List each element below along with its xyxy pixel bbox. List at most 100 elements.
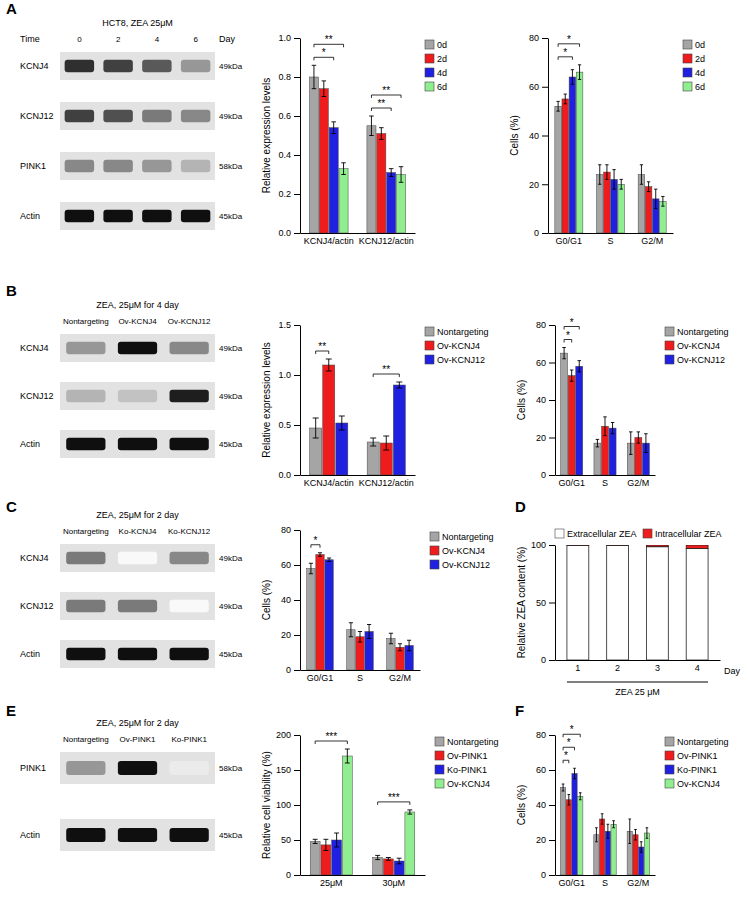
y-tick-mark <box>294 840 300 841</box>
y-axis-line <box>300 736 301 876</box>
bar <box>578 796 583 875</box>
y-tick-mark <box>294 375 300 376</box>
error-bar <box>396 382 402 388</box>
y-tick-label: 50 <box>281 835 291 845</box>
significance-label: * <box>570 724 574 735</box>
error-bar <box>339 416 345 430</box>
y-tick: 60 <box>281 560 300 570</box>
legend-swatch <box>665 327 674 336</box>
y-tick-label: 100 <box>276 800 291 810</box>
bar <box>562 99 569 233</box>
y-tick-label: 80 <box>281 525 291 535</box>
blot-band <box>118 552 157 564</box>
x-tick-label: 3 <box>655 663 660 673</box>
chart: 020406080G0/G1SG2/MCells (%)Nontargeting… <box>516 317 729 489</box>
significance-label: * <box>570 317 574 328</box>
y-tick-mark <box>294 875 300 876</box>
panel-label: A <box>6 0 17 17</box>
y-tick: 20 <box>536 835 555 845</box>
legend-swatch <box>425 327 434 336</box>
y-tick: 1.5 <box>278 320 300 330</box>
significance-label: * <box>322 47 326 58</box>
bar <box>367 126 376 233</box>
blot-band <box>142 160 171 172</box>
error-bar <box>647 182 650 192</box>
error-bar <box>634 830 637 841</box>
error-bar <box>398 644 402 651</box>
legend-label: Ov-PINK1 <box>677 751 718 761</box>
legend: NontargetingOv-KCNJ4Ov-KCNJ12 <box>430 532 494 570</box>
y-tick-label: 0.5 <box>278 420 291 430</box>
error-bar <box>383 436 389 450</box>
bar-segment <box>646 545 668 547</box>
y-tick: 20 <box>529 180 548 190</box>
blot-row-label: PINK1 <box>20 763 46 773</box>
legend-label: Ov-KCNJ4 <box>677 341 720 351</box>
y-axis-line <box>300 39 301 234</box>
blot-size-label: 45kDa <box>219 212 243 221</box>
significance-label: * <box>564 750 568 761</box>
blot-row-label: Actin <box>20 830 40 840</box>
blot-size-label: 49kDa <box>219 602 243 611</box>
legend-label: Intracellular ZEA <box>655 529 722 539</box>
blot-column-label: 4 <box>155 35 160 44</box>
y-axis-title: Cells (%) <box>516 785 527 826</box>
panel-label: F <box>515 702 524 719</box>
error-bar <box>578 65 581 80</box>
blot-membrane <box>60 592 215 620</box>
legend: NontargetingOv-KCNJ4Ov-KCNJ12 <box>425 327 489 365</box>
y-tick-mark <box>294 735 300 736</box>
blot-membrane <box>60 544 215 572</box>
bar <box>367 442 379 475</box>
y-axis-title: Relative ZEA content (%) <box>516 547 527 659</box>
error-bar <box>375 855 380 859</box>
significance-label: * <box>567 34 571 45</box>
x-axis: G0/G1SG2/M <box>556 476 656 489</box>
error-bar <box>370 438 376 446</box>
error-bar <box>407 810 412 814</box>
y-tick-mark <box>294 565 300 566</box>
y-tick-label: 0 <box>541 870 546 880</box>
y-tick-mark <box>294 475 300 476</box>
blot-membrane <box>60 52 215 80</box>
blot-band <box>118 761 157 775</box>
blot-band <box>142 210 171 222</box>
error-bar <box>323 839 328 850</box>
y-tick-label: 60 <box>529 82 539 92</box>
bar <box>387 173 396 233</box>
error-bar <box>629 432 632 455</box>
x-tick: G2/M <box>389 673 411 683</box>
legend-label: Ov-KCNJ4 <box>442 546 485 556</box>
blot-column-label: 0 <box>77 35 82 44</box>
blot-row-label: KCNJ4 <box>20 553 49 563</box>
legend-swatch <box>435 779 444 788</box>
plot-area <box>561 348 650 476</box>
y-tick-mark <box>542 87 548 88</box>
legend: 0d2d4d6d <box>683 40 705 92</box>
legend: NontargetingOv-PINK1Ko-PINK1Ov-KCNJ4 <box>435 737 499 789</box>
legend-label: 6d <box>437 82 447 92</box>
y-tick-label: 1.0 <box>278 33 291 43</box>
error-bar <box>386 858 391 861</box>
y-tick-mark <box>294 425 300 426</box>
plot-area <box>310 359 406 475</box>
y-axis: 050100150200 <box>276 730 301 880</box>
bar <box>633 835 638 875</box>
y-tick: 0 <box>286 870 300 880</box>
x-tick-label: G2/M <box>627 878 649 888</box>
legend-label: 6d <box>695 82 705 92</box>
x-tick: S <box>602 878 608 888</box>
blot-band <box>66 648 105 660</box>
y-tick-label: 0 <box>541 655 546 665</box>
blot-row-label: KCNJ4 <box>20 343 49 353</box>
error-bar <box>579 793 582 800</box>
bar-segment <box>567 545 589 546</box>
bar <box>566 800 571 875</box>
y-tick-mark <box>549 805 555 806</box>
blot-band <box>170 828 209 842</box>
y-tick: 60 <box>529 82 548 92</box>
legend-label: Nontargeting <box>677 327 729 337</box>
legend-swatch <box>555 529 564 538</box>
legend-swatch <box>425 54 434 63</box>
y-tick-mark <box>542 38 548 39</box>
